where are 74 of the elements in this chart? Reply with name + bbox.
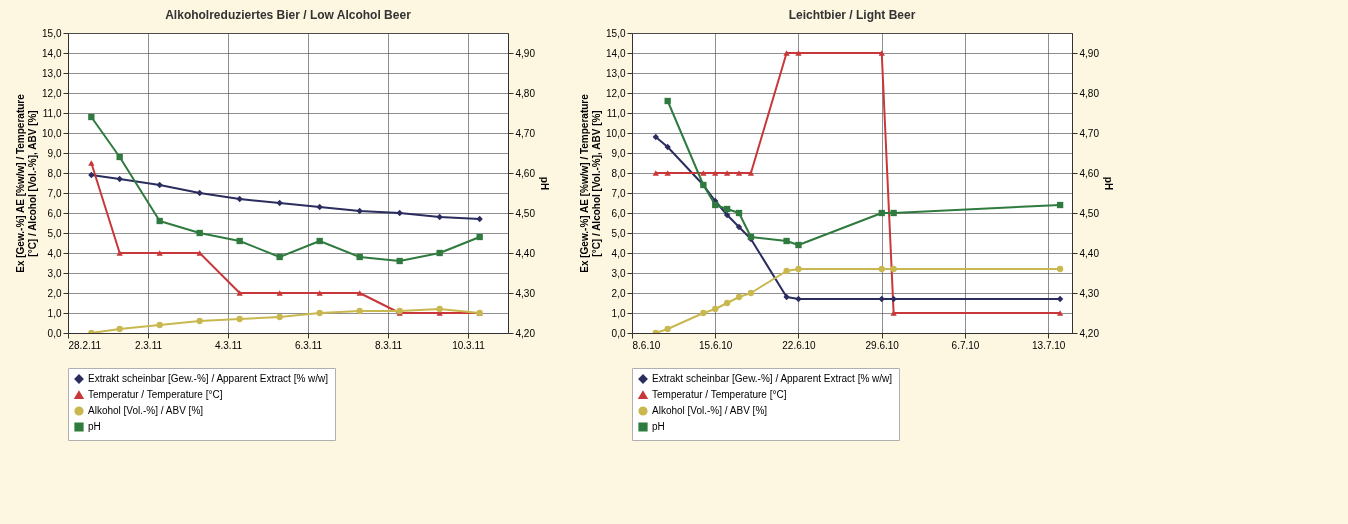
y-tick-label: 2,0 xyxy=(611,287,626,299)
y-tick-label: 7,0 xyxy=(611,187,626,199)
y2-tick-label: 4,30 xyxy=(515,287,536,299)
y-tick-label: 7,0 xyxy=(47,187,62,199)
x-tick-label: 10.3.11 xyxy=(452,339,486,351)
x-tick-label: 15.6.10 xyxy=(699,339,733,351)
y-tick-label: 11,0 xyxy=(606,107,626,119)
y-tick-label: 13,0 xyxy=(42,67,62,79)
y2-tick-label: 4,70 xyxy=(1079,127,1100,139)
legend-label: Extrakt scheinbar [Gew.-%] / Apparent Extract [% w/w] xyxy=(652,373,893,384)
y2-axis-title: pH xyxy=(1102,176,1114,191)
y-tick-label: 4,0 xyxy=(611,247,626,259)
y2-tick-label: 4,90 xyxy=(515,47,536,59)
y-tick-label: 8,0 xyxy=(47,167,62,179)
y2-tick-label: 4,90 xyxy=(1079,47,1100,59)
legend-label: pH xyxy=(88,421,101,432)
x-tick-label: 8.3.11 xyxy=(374,339,403,351)
y2-tick-label: 4,20 xyxy=(515,327,536,339)
y-tick-label: 14,0 xyxy=(42,47,62,59)
y-tick-label: 8,0 xyxy=(611,167,626,179)
legend-label: Extrakt scheinbar [Gew.-%] / Apparent Extract [% w/w] xyxy=(88,373,329,384)
y2-tick-label: 4,30 xyxy=(1079,287,1100,299)
x-tick-label: 29.6.10 xyxy=(865,339,900,351)
y-tick-label: 5,0 xyxy=(611,227,626,239)
y-tick-label: 6,0 xyxy=(47,207,62,219)
y-tick-label: 5,0 xyxy=(47,227,62,239)
y-tick-label: 0,0 xyxy=(47,327,62,339)
y-tick-label: 3,0 xyxy=(611,267,626,279)
y-axis-title: Ex [Gew.-%] AE [%w/w] / Temperature [°C] / Alcohol [Vol.-%], ABV [%] xyxy=(579,93,603,273)
y-tick-label: 10,0 xyxy=(606,127,626,139)
y2-tick-label: 4,80 xyxy=(515,87,536,99)
legend-label: Alkohol [Vol.-%] / ABV [%] xyxy=(88,405,204,416)
y-tick-label: 6,0 xyxy=(611,207,626,219)
y-tick-label: 13,0 xyxy=(606,67,626,79)
y-tick-label: 9,0 xyxy=(611,147,626,159)
y-tick-label: 12,0 xyxy=(42,87,62,99)
y-tick-label: 12,0 xyxy=(606,87,626,99)
y2-tick-label: 4,60 xyxy=(515,167,536,179)
y2-tick-label: 4,50 xyxy=(515,207,536,219)
y-tick-label: 15,0 xyxy=(42,27,62,39)
y-tick-label: 4,0 xyxy=(47,247,62,259)
y-tick-label: 1,0 xyxy=(611,307,626,319)
x-tick-label: 8.6.10 xyxy=(632,339,661,351)
y2-tick-label: 4,20 xyxy=(1079,327,1100,339)
x-tick-label: 13.7.10 xyxy=(1032,339,1066,351)
y2-tick-label: 4,40 xyxy=(1079,247,1100,259)
x-tick-label: 22.6.10 xyxy=(782,339,817,351)
chart-title: Alkoholreduziertes Bier / Low Alcohol Beer xyxy=(165,8,412,22)
x-tick-label: 4.3.11 xyxy=(214,339,243,351)
y-tick-label: 0,0 xyxy=(611,327,626,339)
y2-tick-label: 4,70 xyxy=(515,127,536,139)
legend-label: Alkohol [Vol.-%] / ABV [%] xyxy=(652,405,768,416)
x-tick-label: 6.7.10 xyxy=(951,339,980,351)
y-axis-title: Ex [Gew.-%] AE [%w/w] / Temperature [°C] / Alcohol [Vol.-%], ABV [%] xyxy=(15,93,39,273)
x-tick-label: 6.3.11 xyxy=(294,339,323,351)
y-tick-label: 11,0 xyxy=(42,107,62,119)
x-tick-label: 2.3.11 xyxy=(134,339,163,351)
y-tick-label: 1,0 xyxy=(47,307,62,319)
y-tick-label: 10,0 xyxy=(42,127,62,139)
y2-tick-label: 4,40 xyxy=(515,247,536,259)
y-tick-label: 9,0 xyxy=(47,147,62,159)
y-tick-label: 14,0 xyxy=(606,47,626,59)
legend-label: pH xyxy=(652,421,665,432)
legend-label: Temperatur / Temperature [°C] xyxy=(88,389,223,400)
y2-tick-label: 4,80 xyxy=(1079,87,1100,99)
y2-tick-label: 4,60 xyxy=(1079,167,1100,179)
x-tick-label: 28.2.11 xyxy=(68,339,102,351)
y-tick-label: 3,0 xyxy=(47,267,62,279)
y2-tick-label: 4,50 xyxy=(1079,207,1100,219)
legend-label: Temperatur / Temperature [°C] xyxy=(652,389,787,400)
y2-axis-title: pH xyxy=(538,176,550,191)
chart-title: Leichtbier / Light Beer xyxy=(788,8,916,22)
y-tick-label: 15,0 xyxy=(606,27,626,39)
y-tick-label: 2,0 xyxy=(47,287,62,299)
